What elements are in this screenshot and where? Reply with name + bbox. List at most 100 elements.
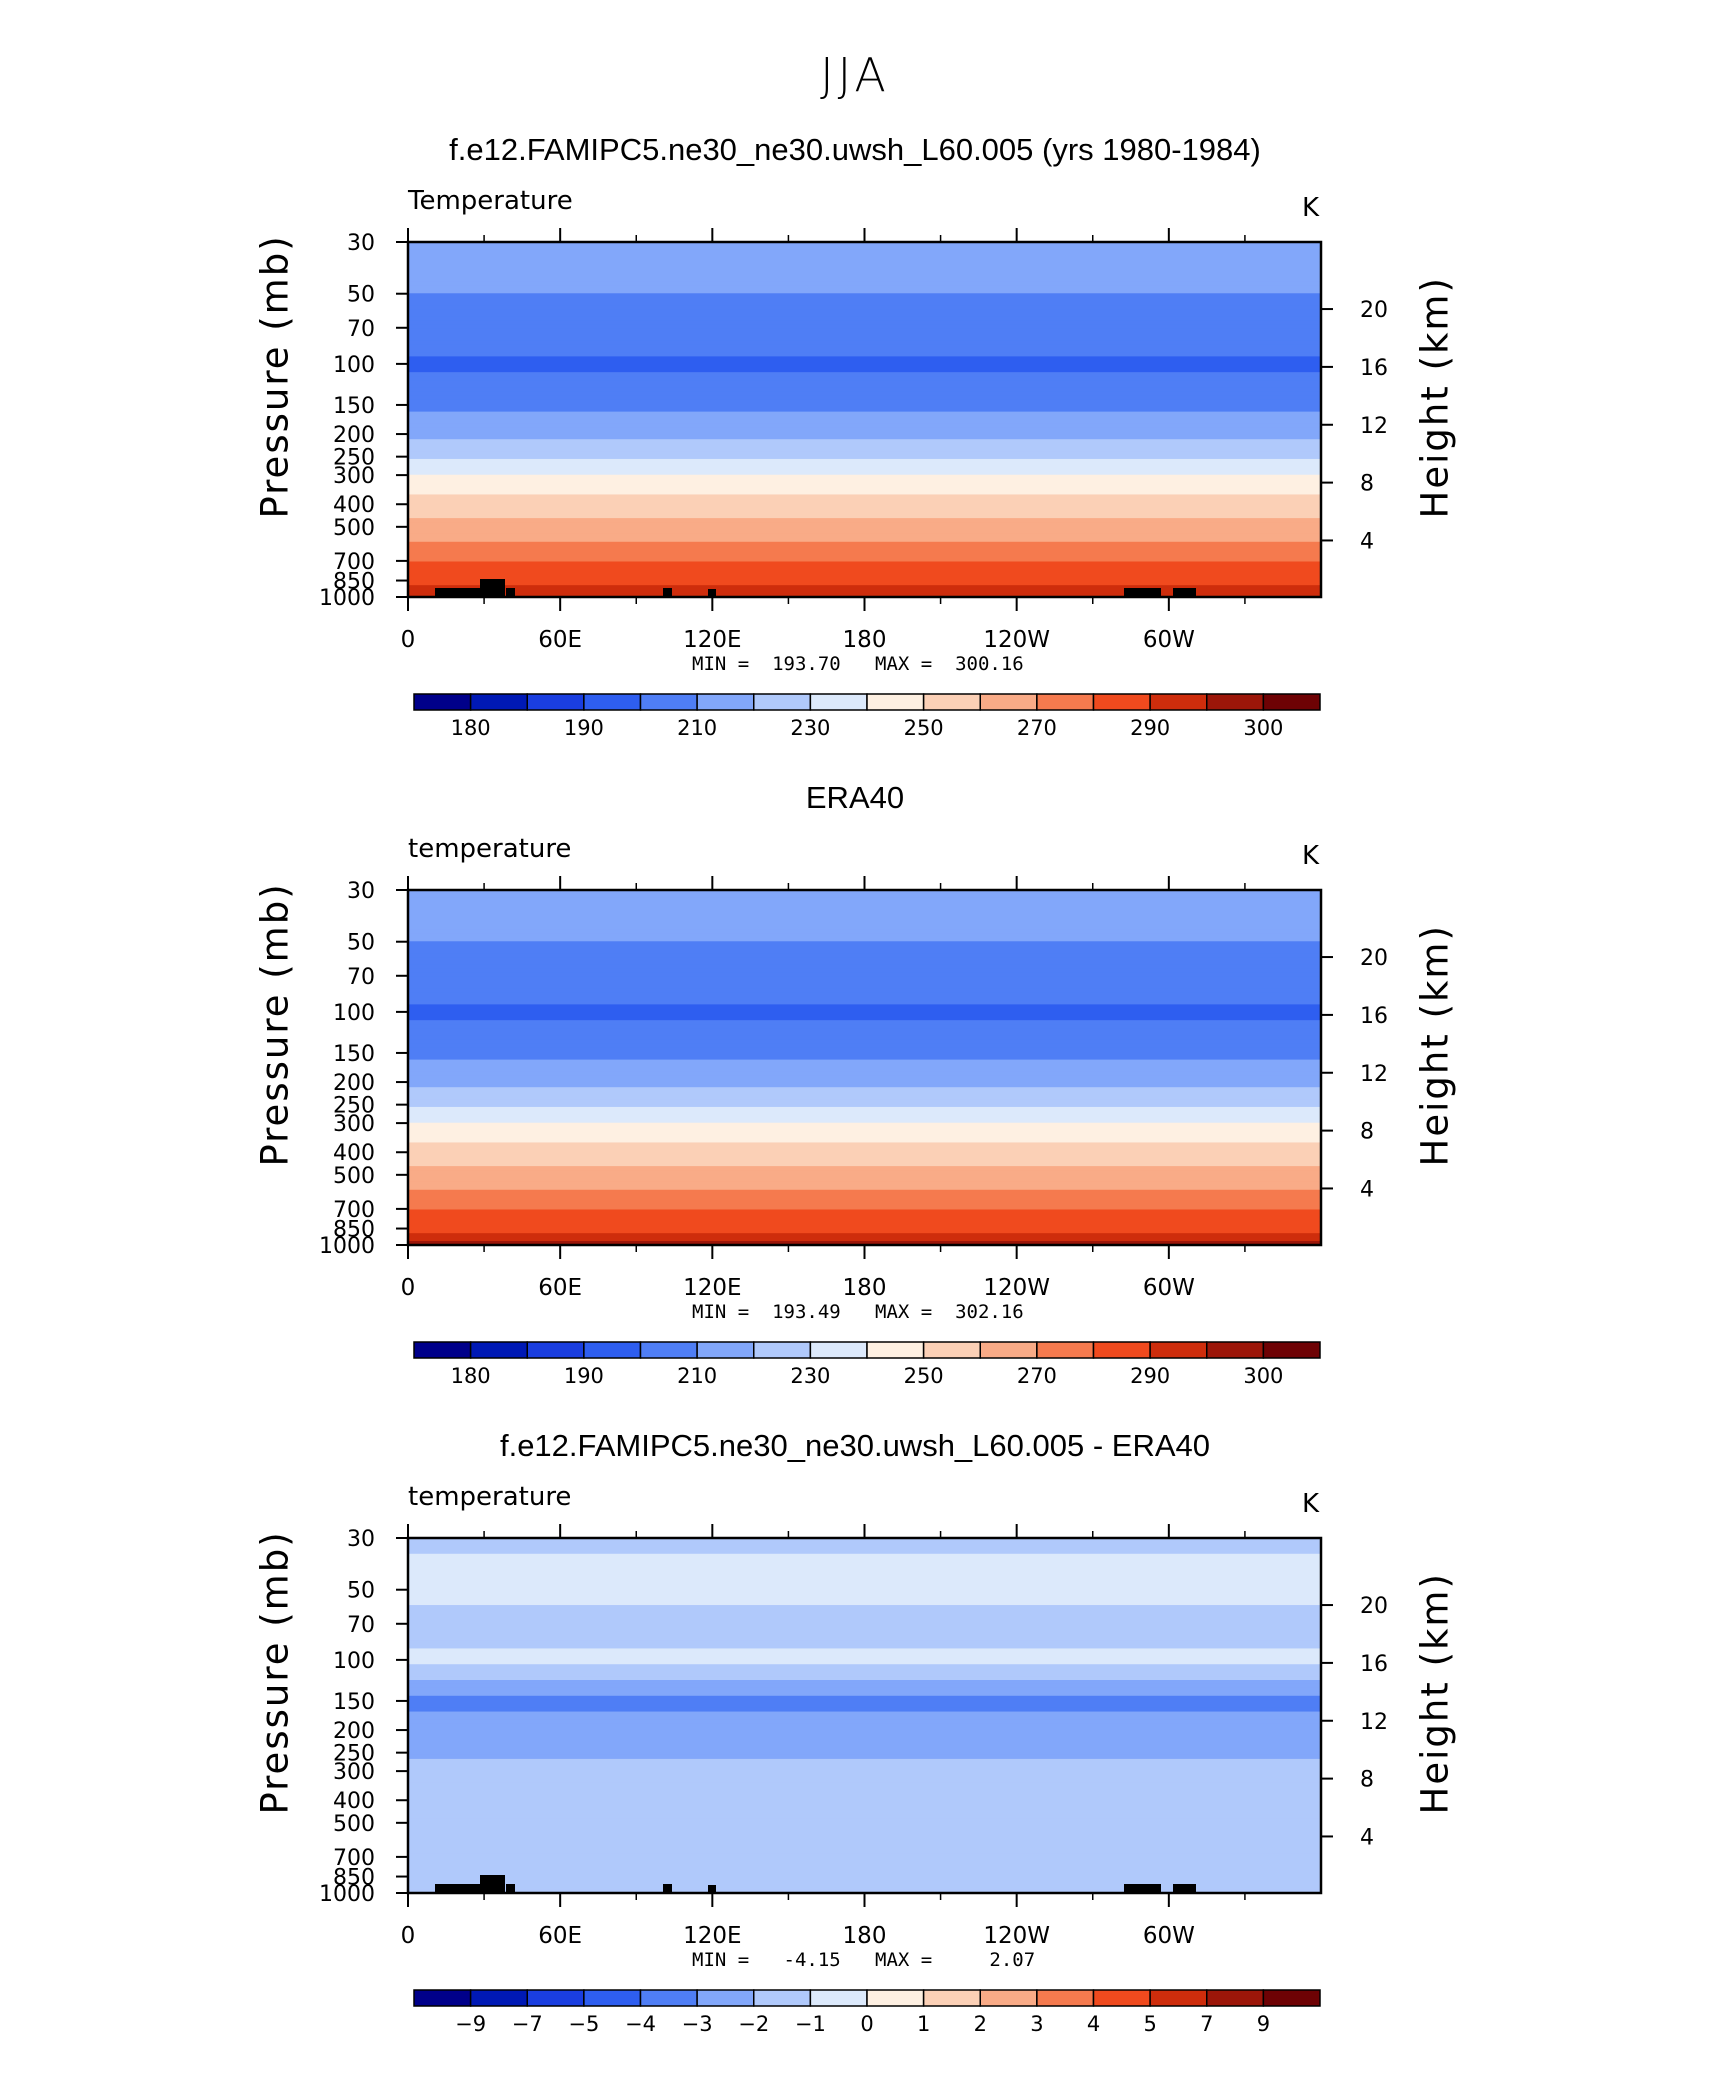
colorbar-label: 4	[1087, 2012, 1100, 2036]
x-tick-label: 120W	[983, 627, 1050, 653]
contour-band	[408, 1549, 1321, 1555]
x-tick-label: 60E	[538, 627, 582, 653]
contour-band	[408, 1075, 1321, 1080]
y-tick-label: 30	[347, 879, 375, 904]
contour-band	[408, 1766, 1321, 1772]
contour-band	[408, 427, 1321, 432]
y-tick-label: 150	[333, 1042, 375, 1067]
y-tick-label: 150	[333, 394, 375, 419]
contour-band	[408, 1672, 1321, 1677]
colorbar-label: 250	[904, 716, 944, 740]
contour-band	[408, 1628, 1321, 1634]
colorbar: 180 190 210 230 250 270 290 300	[413, 693, 1321, 740]
contour-band	[408, 380, 1321, 385]
panel-variable-label: temperature	[408, 834, 572, 864]
contour-band	[408, 1028, 1321, 1033]
contour-band	[408, 1680, 1321, 1685]
x-tick-label: 60W	[1143, 1923, 1195, 1949]
y2-tick-label: 16	[1360, 356, 1388, 381]
panel-title: ERA40	[805, 780, 905, 815]
contour-band	[408, 324, 1321, 330]
x-tick-label: 120E	[683, 1275, 741, 1301]
contour-band	[408, 1751, 1321, 1756]
x-tick-label: 0	[401, 627, 416, 653]
contour-band	[408, 1557, 1321, 1563]
colorbar-swatch	[753, 1341, 812, 1359]
colorbar-label: 190	[564, 716, 604, 740]
contour-band	[408, 1225, 1321, 1230]
contour-band	[408, 988, 1321, 994]
min-max-stats: MIN = -4.15 MAX = 2.07	[692, 1949, 1036, 1971]
contour-band	[408, 1877, 1321, 1882]
contour-band	[408, 1569, 1321, 1575]
contour-band	[408, 1059, 1321, 1065]
y-tick-label: 100	[333, 1001, 375, 1026]
contour-band	[408, 972, 1321, 978]
contour-band	[408, 458, 1321, 464]
panel-1: 0 60E 120E 180 120W 60W3050701001502002503004…	[319, 228, 1388, 740]
x-tick-label: 120W	[983, 1923, 1050, 1949]
contour-band	[408, 961, 1321, 966]
contour-band	[408, 984, 1321, 990]
contour-band	[408, 1616, 1321, 1622]
contour-band	[408, 1719, 1321, 1724]
contour-band	[408, 980, 1321, 986]
y-axis-label: Pressure (mb)	[253, 1530, 297, 1815]
colorbar-swatch	[696, 1341, 755, 1359]
colorbar-swatch	[639, 1989, 698, 2007]
colorbar-label: 180	[451, 716, 491, 740]
contour-band	[408, 1000, 1321, 1005]
contour-band	[408, 372, 1321, 377]
contour-band	[408, 1786, 1321, 1792]
colorbar-swatch	[1036, 693, 1095, 711]
contour-band	[408, 1664, 1321, 1669]
y-tick-label: 70	[347, 965, 375, 990]
y-tick-label: 1000	[319, 586, 375, 611]
contour-band	[408, 1035, 1321, 1041]
x-tick-label: 60W	[1143, 627, 1195, 653]
y2-axis-label: Height (km)	[1413, 1572, 1457, 1815]
contour-band	[408, 921, 1321, 927]
contour-band	[408, 364, 1321, 369]
contour-band	[408, 1012, 1321, 1017]
contour-band	[408, 1193, 1321, 1199]
contour-band	[408, 1640, 1321, 1646]
contour-band	[408, 403, 1321, 409]
contour-band	[408, 289, 1321, 294]
contour-band	[408, 1806, 1321, 1811]
contour-band	[408, 1158, 1321, 1163]
y-tick-label: 250	[333, 446, 375, 471]
contour-band	[408, 1063, 1321, 1069]
contour-band	[408, 1778, 1321, 1784]
contour-band	[408, 348, 1321, 354]
contour-band	[408, 1648, 1321, 1653]
contour-band	[408, 242, 1321, 247]
contour-band	[408, 293, 1321, 298]
colorbar-swatch	[809, 693, 868, 711]
contour-band	[408, 1233, 1321, 1238]
contour-band	[408, 1201, 1321, 1207]
colorbar-swatch	[526, 693, 585, 711]
colorbar-swatch	[583, 693, 642, 711]
contour-band	[408, 1087, 1321, 1092]
topography-block	[1173, 588, 1196, 597]
contour-band	[408, 1699, 1321, 1705]
contour-band	[408, 533, 1321, 539]
colorbar-label: 190	[564, 1364, 604, 1388]
contour-band	[408, 541, 1321, 547]
contour-band	[408, 1130, 1321, 1136]
colorbar-swatch	[1262, 1341, 1321, 1359]
colorbar-swatch	[979, 693, 1038, 711]
contour-band	[408, 1197, 1321, 1203]
y-tick-label: 1000	[319, 1882, 375, 1907]
contour-band	[408, 1889, 1321, 1894]
contour-band	[408, 261, 1321, 267]
y-tick-label: 70	[347, 1613, 375, 1638]
contour-band	[408, 1818, 1321, 1823]
contour-band	[408, 313, 1321, 318]
y-tick-label: 700	[333, 1198, 375, 1223]
contour-band	[408, 1636, 1321, 1642]
colorbar-swatch	[469, 693, 528, 711]
contour-band	[408, 395, 1321, 401]
panel-3: 0 60E 120E 180 120W 60W3050701001502002503004…	[319, 1524, 1388, 2036]
